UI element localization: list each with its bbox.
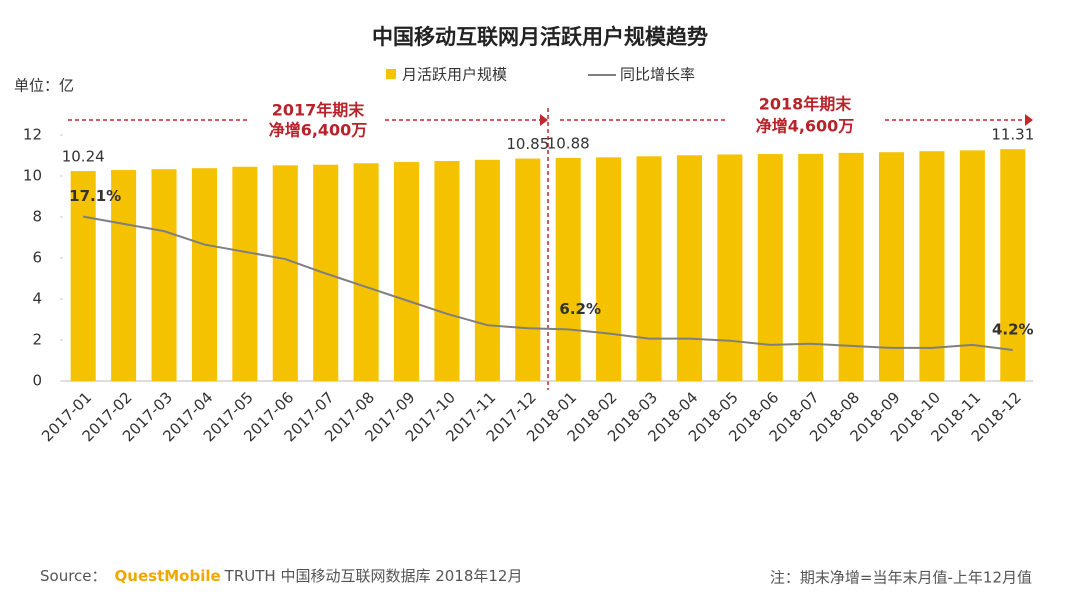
annotation-lines [68,108,1025,390]
bar [757,154,783,381]
bar [70,171,96,381]
y-tick-label: 4 [32,290,42,308]
bar [636,156,662,381]
bar [272,165,298,381]
legend-label: 月活跃用户规模 [402,66,507,84]
bar [676,155,702,381]
data-label: 10.85 [506,135,549,153]
y-tick-label: 12 [23,126,42,144]
bar [555,157,581,381]
annotation: 净增6,400万 [269,121,368,140]
data-label: 10.88 [547,134,590,152]
bar [353,163,379,381]
bar [1000,149,1026,381]
bar [596,157,622,381]
bar [111,170,137,381]
source-prefix: Source： [40,567,107,585]
bar [515,158,541,381]
annotation: 2017年期末 [272,101,366,120]
unit-label: 单位：亿 [14,77,74,95]
data-label: 17.1% [69,187,121,205]
y-tick-label: 6 [32,249,42,267]
y-tick-label: 8 [32,208,42,226]
bar [879,152,905,381]
bar [394,162,420,381]
line [83,215,1013,351]
bar [474,159,500,381]
data-label: 11.31 [991,126,1034,144]
data-label: 4.2% [992,320,1034,338]
annotation: 2018年期末 [759,95,853,114]
source: Source： QuestMobile TRUTH 中国移动互联网数据库 2018年… [40,567,522,585]
data-label: 10.24 [62,148,105,166]
note: 注：期末净增=当年末月值-上年12月值 [770,569,1032,587]
bar [232,166,258,381]
bar [717,154,743,381]
bar [919,151,945,381]
annotation: 净增4,600万 [756,117,855,136]
bar [798,153,824,381]
chart-title: 中国移动互联网月活跃用户规模趋势 [372,25,708,49]
legend-label: 同比增长率 [620,66,695,84]
data-label: 6.2% [559,300,601,318]
y-tick-label: 2 [32,331,42,349]
bar [191,168,217,381]
bar [959,150,985,381]
source-rest: TRUTH 中国移动互联网数据库 2018年12月 [224,567,523,585]
y-tick-label: 10 [23,167,42,185]
bar [434,161,460,381]
bar [151,169,177,381]
bar [838,152,864,381]
legend-swatch [386,69,396,79]
source-brand: QuestMobile [115,567,221,585]
y-tick-label: 0 [32,372,42,390]
